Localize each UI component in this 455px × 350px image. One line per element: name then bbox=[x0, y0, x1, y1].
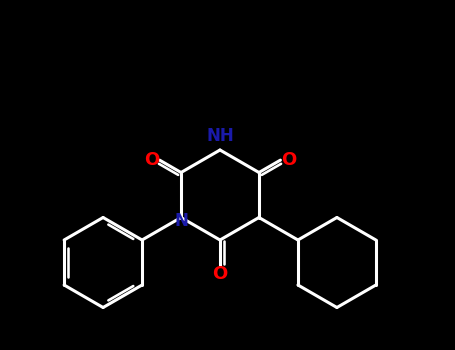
Text: O: O bbox=[281, 151, 296, 169]
Text: O: O bbox=[144, 151, 159, 169]
Text: O: O bbox=[212, 265, 228, 283]
Text: N: N bbox=[174, 212, 188, 231]
Text: NH: NH bbox=[206, 127, 234, 145]
